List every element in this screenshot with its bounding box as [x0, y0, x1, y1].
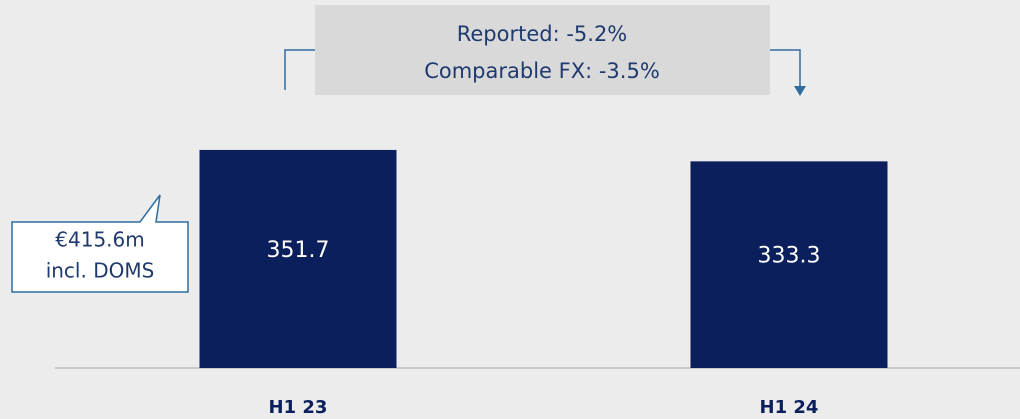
value-label: 351.7 [267, 238, 330, 263]
x-tick-label: H1 23 [269, 397, 328, 418]
annotation-text: Reported: -5.2% [457, 22, 628, 46]
callout-box [11, 194, 189, 293]
value-label: 333.3 [758, 244, 821, 269]
bar [690, 161, 888, 368]
x-tick-label: H1 24 [760, 397, 819, 418]
arrow-head [794, 86, 806, 96]
bracket-right [770, 49, 801, 88]
callout-text: incl. DOMS [46, 259, 155, 283]
annotation-box [315, 5, 770, 95]
callout-text: €415.6m [55, 228, 144, 252]
annotation-text: Comparable FX: -3.5% [424, 59, 660, 83]
bar [199, 149, 397, 368]
bracket-left [284, 49, 315, 90]
